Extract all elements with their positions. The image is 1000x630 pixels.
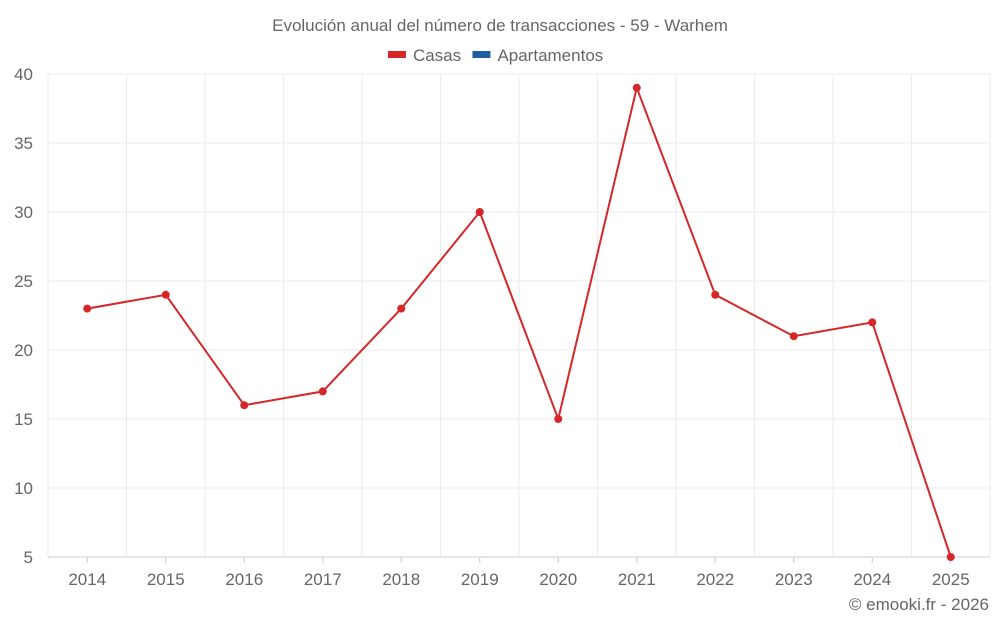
x-tick-label: 2025 bbox=[932, 570, 970, 589]
y-tick-label: 5 bbox=[24, 548, 33, 567]
y-tick-label: 25 bbox=[14, 272, 33, 291]
data-point bbox=[711, 290, 720, 299]
y-tick-label: 10 bbox=[14, 479, 33, 498]
data-point bbox=[868, 318, 877, 327]
x-tick-label: 2019 bbox=[461, 570, 499, 589]
legend-item-casas[interactable]: Casas bbox=[387, 46, 461, 65]
x-tick-label: 2022 bbox=[696, 570, 734, 589]
y-tick-label: 40 bbox=[14, 65, 33, 84]
legend-swatch bbox=[387, 51, 406, 58]
chart-title: Evolución anual del número de transaccio… bbox=[272, 16, 728, 35]
data-point bbox=[318, 387, 327, 396]
x-tick-label: 2015 bbox=[147, 570, 185, 589]
data-point bbox=[789, 332, 798, 341]
data-point bbox=[632, 83, 641, 92]
x-tick-label: 2017 bbox=[304, 570, 342, 589]
x-tick-label: 2020 bbox=[539, 570, 577, 589]
x-tick-label: 2021 bbox=[618, 570, 656, 589]
legend-item-apartamentos[interactable]: Apartamentos bbox=[472, 46, 603, 65]
y-tick-label: 20 bbox=[14, 341, 33, 360]
data-point bbox=[475, 208, 484, 216]
data-point bbox=[240, 401, 249, 410]
x-tick-label: 2018 bbox=[382, 570, 420, 589]
data-point bbox=[397, 304, 406, 313]
legend-label: Casas bbox=[413, 46, 461, 65]
y-tick-label: 30 bbox=[14, 203, 33, 222]
data-point bbox=[83, 304, 92, 313]
y-tick-label: 35 bbox=[14, 134, 33, 153]
series bbox=[83, 83, 955, 561]
legend-swatch bbox=[472, 51, 491, 58]
x-tick-label: 2024 bbox=[853, 570, 891, 589]
x-tick-label: 2014 bbox=[68, 570, 106, 589]
y-tick-label: 15 bbox=[14, 410, 33, 429]
data-point bbox=[554, 415, 563, 423]
series-line-casas bbox=[87, 84, 952, 558]
legend-label: Apartamentos bbox=[497, 46, 603, 65]
data-point bbox=[161, 290, 170, 299]
x-tick-label: 2016 bbox=[225, 570, 263, 589]
x-tick-label: 2023 bbox=[775, 570, 813, 589]
data-point bbox=[946, 553, 955, 561]
credit: © emooki.fr - 2026 bbox=[849, 595, 989, 614]
legend[interactable]: Casas Apartamentos bbox=[387, 46, 603, 65]
